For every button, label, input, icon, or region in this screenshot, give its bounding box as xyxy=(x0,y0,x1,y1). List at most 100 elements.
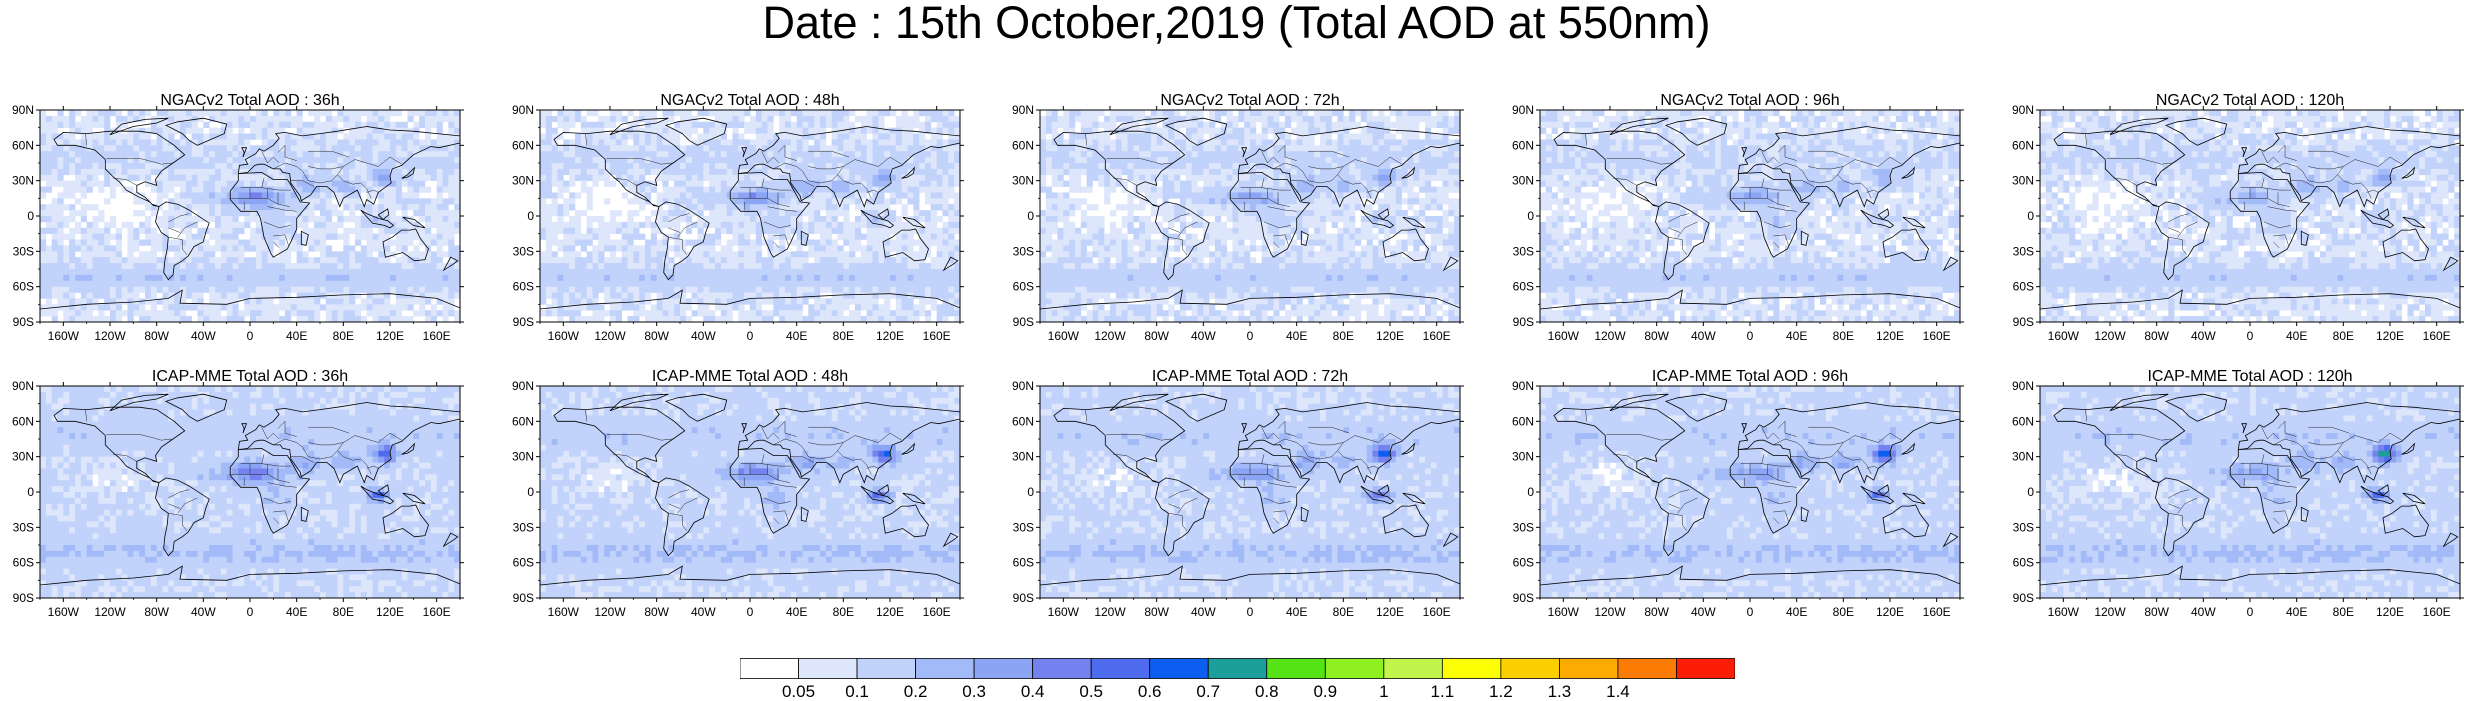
aod-cell xyxy=(936,263,943,270)
aod-cell xyxy=(627,221,634,229)
aod-cell xyxy=(372,298,379,305)
aod-cell xyxy=(150,204,157,211)
aod-cell xyxy=(244,198,251,205)
aod-cell xyxy=(592,274,599,282)
aod-cell xyxy=(372,133,379,140)
aod-cell xyxy=(814,127,821,134)
aod-cell xyxy=(296,292,303,299)
aod-cell xyxy=(45,274,52,282)
aod-cell xyxy=(110,280,117,287)
aod-cell xyxy=(639,186,646,193)
aod-cell xyxy=(355,151,362,158)
aod-cell xyxy=(250,274,257,282)
aod-cell xyxy=(662,221,669,229)
aod-cell xyxy=(150,168,157,176)
aod-cell xyxy=(448,127,455,134)
aod-cell xyxy=(907,145,914,152)
aod-cell xyxy=(296,286,303,293)
aod-cell xyxy=(750,292,757,299)
aod-cell xyxy=(849,133,856,140)
aod-cell xyxy=(384,274,391,282)
aod-cell xyxy=(872,316,879,322)
aod-cell xyxy=(45,216,52,223)
aod-cell xyxy=(907,280,914,287)
aod-cell xyxy=(419,216,426,223)
aod-cell xyxy=(51,286,58,293)
aod-cell xyxy=(662,216,669,223)
aod-cell xyxy=(226,127,233,134)
aod-cell xyxy=(580,163,587,170)
aod-cell xyxy=(261,121,268,128)
aod-cell xyxy=(209,133,216,140)
aod-cell xyxy=(872,180,879,187)
aod-cell xyxy=(726,186,733,193)
aod-cell xyxy=(855,269,862,276)
aod-cell xyxy=(197,298,204,305)
aod-cell xyxy=(732,286,739,293)
aod-cell xyxy=(860,304,867,311)
aod-cell xyxy=(919,133,926,140)
aod-cell xyxy=(575,280,582,287)
aod-cell xyxy=(767,110,774,117)
aod-cell xyxy=(145,298,152,305)
aod-cell xyxy=(92,263,99,270)
aod-cell xyxy=(878,151,885,158)
aod-cell xyxy=(267,221,274,229)
aod-cell xyxy=(255,204,262,211)
aod-cell xyxy=(57,280,64,287)
aod-cell xyxy=(767,286,774,293)
aod-cell xyxy=(366,163,373,170)
aod-cell xyxy=(261,227,268,234)
aod-cell xyxy=(796,263,803,270)
aod-cell xyxy=(162,145,169,152)
aod-cell xyxy=(691,221,698,229)
aod-cell xyxy=(744,204,751,211)
aod-cell xyxy=(750,239,757,246)
aod-cell xyxy=(563,298,570,305)
aod-cell xyxy=(884,186,891,193)
aod-cell xyxy=(557,280,564,287)
aod-cell xyxy=(127,280,134,287)
aod-cell xyxy=(540,233,547,240)
aod-cell xyxy=(378,286,385,293)
aod-cell xyxy=(296,221,303,229)
aod-cell xyxy=(203,180,210,187)
aod-cell xyxy=(930,304,937,311)
aod-cell xyxy=(890,310,897,317)
aod-cell xyxy=(139,151,146,158)
aod-cell xyxy=(866,157,873,164)
aod-cell xyxy=(436,186,443,193)
aod-cell xyxy=(63,115,70,123)
aod-cell xyxy=(790,310,797,317)
aod-cell xyxy=(668,168,675,176)
aod-cell xyxy=(273,304,280,311)
aod-cell xyxy=(325,227,332,234)
aod-cell xyxy=(220,251,227,258)
aod-cell xyxy=(285,198,292,205)
aod-cell xyxy=(1430,115,1437,123)
aod-cell xyxy=(925,239,932,246)
aod-cell xyxy=(384,133,391,140)
aod-cell xyxy=(715,274,722,282)
aod-cell xyxy=(639,233,646,240)
aod-cell xyxy=(419,274,426,282)
aod-cell xyxy=(779,257,786,264)
aod-cell xyxy=(639,298,646,305)
aod-cell xyxy=(557,316,564,322)
aod-cell xyxy=(413,139,420,146)
aod-cell xyxy=(121,286,128,293)
aod-cell xyxy=(314,233,321,240)
aod-cell xyxy=(430,139,437,146)
aod-cell xyxy=(738,180,745,187)
aod-cell xyxy=(808,304,815,311)
aod-cell xyxy=(750,121,757,128)
aod-cell xyxy=(551,292,558,299)
aod-cell xyxy=(662,239,669,246)
aod-cell xyxy=(407,304,414,311)
aod-cell xyxy=(296,127,303,134)
aod-cell xyxy=(942,257,949,264)
aod-cell xyxy=(855,298,862,305)
aod-cell xyxy=(255,192,262,199)
aod-cell xyxy=(1314,115,1321,123)
aod-cell xyxy=(168,239,175,246)
